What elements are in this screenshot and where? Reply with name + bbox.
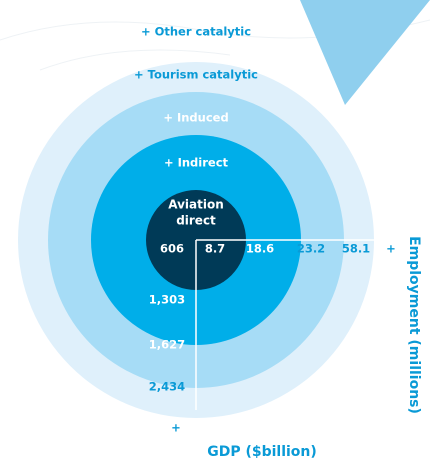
gdp-value: 1,627 (149, 338, 185, 352)
employment-value: 8.7 (205, 242, 225, 256)
ring-label: + Indirect (164, 156, 229, 170)
ring-label: + Induced (163, 111, 228, 125)
infographic: + Other catalytic + Tourism catalytic + … (0, 0, 430, 473)
employment-plus: + (386, 242, 396, 256)
center-label: Aviation (168, 198, 224, 212)
gdp-value: 1,303 (149, 293, 185, 307)
gdp-plus: + (171, 421, 181, 435)
employment-value: 58.1 (342, 242, 370, 256)
employment-value: 18.6 (246, 242, 274, 256)
ring-label: + Other catalytic (141, 25, 251, 39)
gdp-value: 606 (160, 242, 184, 256)
gdp-value: 2,434 (149, 380, 185, 394)
employment-axis-label: Employment (millions) (406, 236, 422, 414)
employment-value: 23.2 (297, 242, 325, 256)
center-label: direct (176, 214, 216, 228)
pointer-triangle (300, 0, 430, 105)
ring-label: + Tourism catalytic (134, 68, 258, 82)
gdp-axis-label: GDP ($billion) (207, 444, 317, 460)
